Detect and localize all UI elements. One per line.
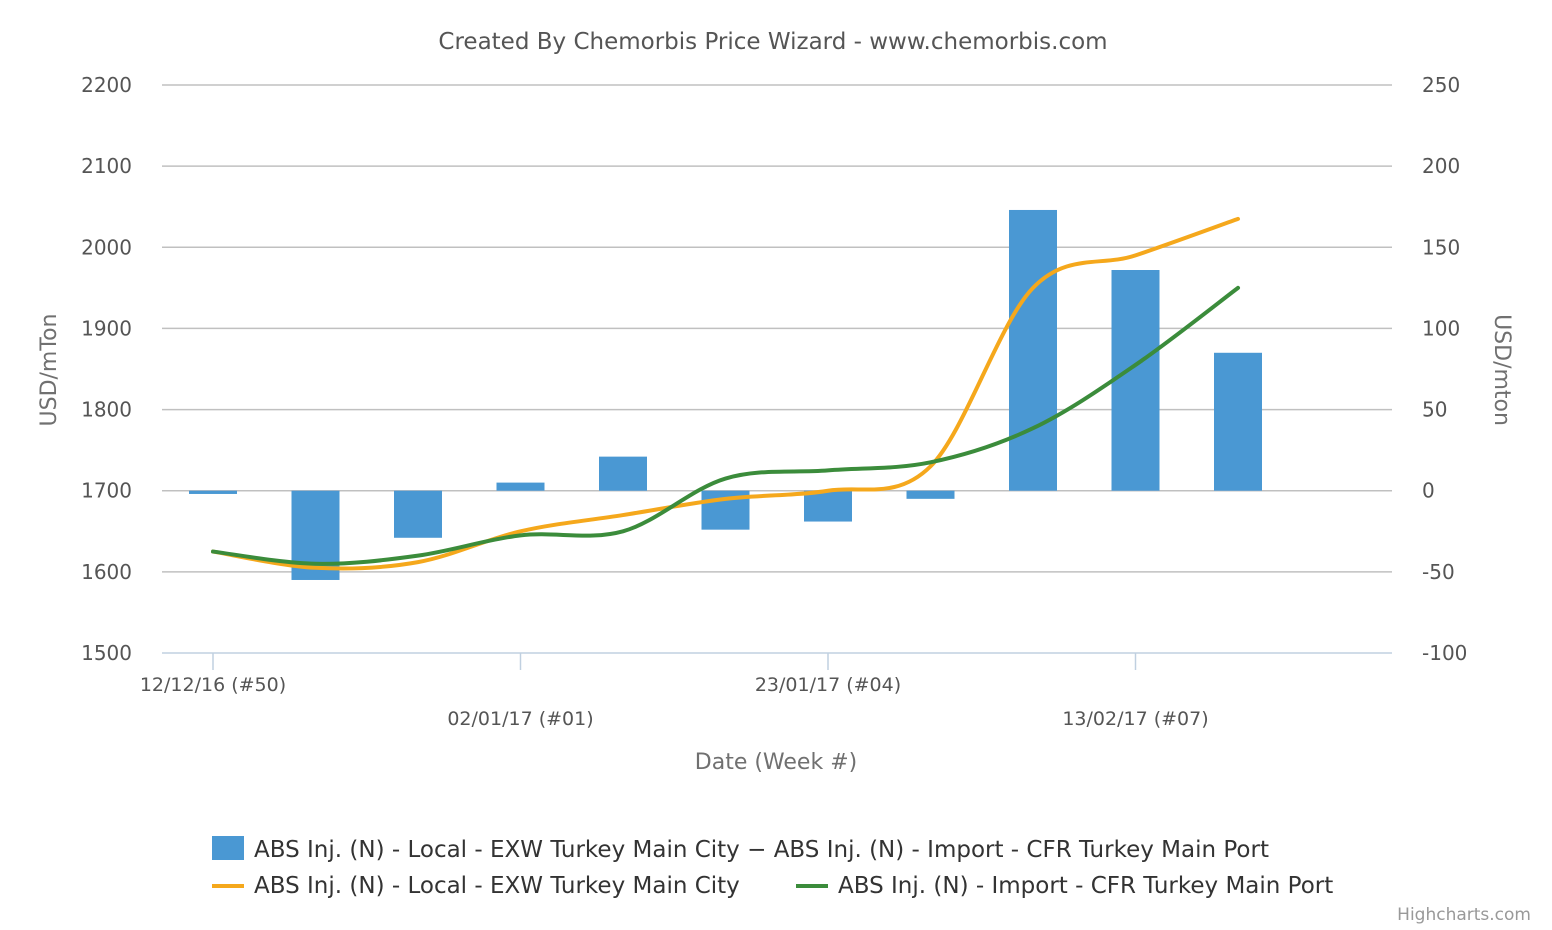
credits-link[interactable]: Highcharts.com: [1397, 905, 1531, 925]
legend-label-local: ABS Inj. (N) - Local - EXW Turkey Main C…: [254, 873, 740, 899]
line-series-import: [211, 285, 1240, 566]
line-series: [211, 216, 1240, 571]
x-tick-label: 02/01/17 (#01): [447, 708, 593, 730]
bar: [804, 490, 852, 522]
bar: [599, 456, 647, 491]
bar: [394, 490, 442, 538]
y-left-tick-label: 1900: [81, 316, 132, 340]
legend-item-local[interactable]: ABS Inj. (N) - Local - EXW Turkey Main C…: [212, 873, 740, 899]
y-axis-right-ticks: -100 -50 0 50 100 150 200 250: [1422, 73, 1467, 665]
line-series-local: [211, 216, 1240, 571]
legend: ABS Inj. (N) - Local - EXW Turkey Main C…: [212, 836, 1333, 899]
chart-title: Created By Chemorbis Price Wizard - www.…: [438, 29, 1107, 55]
bar: [496, 482, 545, 491]
x-axis-label: Date (Week #): [695, 750, 857, 775]
y-right-tick-label: -50: [1422, 560, 1455, 584]
bar: [1009, 209, 1057, 491]
y-right-tick-label: 250: [1422, 73, 1460, 97]
y-left-tick-label: 2100: [81, 154, 132, 178]
x-tick-label: 12/12/16 (#50): [140, 674, 286, 696]
legend-swatch-difference: [212, 836, 244, 860]
legend-item-import[interactable]: ABS Inj. (N) - Import - CFR Turkey Main …: [796, 873, 1333, 899]
y-left-tick-label: 2000: [81, 235, 132, 259]
y-right-tick-label: 200: [1422, 154, 1460, 178]
y-axis-left-ticks: 1500 1600 1700 1800 1900 2000 2100 2200: [81, 73, 132, 665]
y-axis-left-label: USD/mTon: [37, 314, 62, 427]
bar-series: [189, 209, 1262, 580]
bar: [189, 490, 237, 494]
legend-item-difference[interactable]: ABS Inj. (N) - Local - EXW Turkey Main C…: [212, 836, 1269, 863]
y-right-tick-label: 100: [1422, 316, 1460, 340]
y-left-tick-label: 1600: [81, 560, 132, 584]
y-left-tick-label: 2200: [81, 73, 132, 97]
x-tick-label: 13/02/17 (#07): [1062, 708, 1208, 730]
grid-lines: [162, 84, 1392, 573]
x-tick-label: 23/01/17 (#04): [755, 674, 901, 696]
legend-label-import: ABS Inj. (N) - Import - CFR Turkey Main …: [838, 873, 1333, 899]
y-right-tick-label: 0: [1422, 479, 1435, 503]
y-left-tick-label: 1800: [81, 398, 132, 422]
y-right-tick-label: 50: [1422, 398, 1447, 422]
bar: [1214, 352, 1262, 491]
y-axis-right-label: USD/mton: [1489, 314, 1514, 426]
y-left-tick-label: 1500: [81, 641, 132, 665]
bar: [1111, 270, 1160, 491]
x-axis-ticks: 12/12/16 (#50) 02/01/17 (#01) 23/01/17 (#0…: [140, 653, 1209, 730]
legend-label-difference: ABS Inj. (N) - Local - EXW Turkey Main C…: [254, 837, 1269, 863]
y-left-tick-label: 1700: [81, 479, 132, 503]
y-right-tick-label: -100: [1422, 641, 1467, 665]
y-right-tick-label: 150: [1422, 235, 1460, 259]
bar: [906, 490, 955, 499]
